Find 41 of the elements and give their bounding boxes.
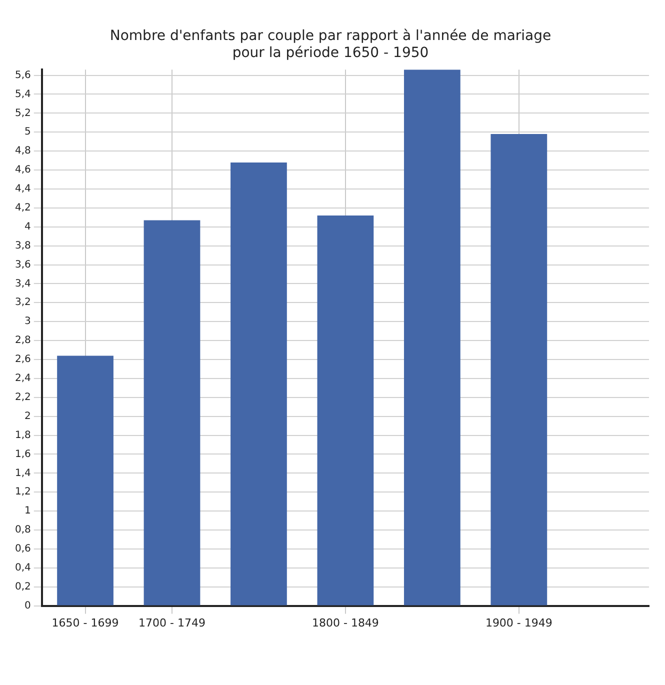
y-tick-label: 1,8 [14,430,31,441]
y-tick-label: 5 [24,126,31,138]
y-tick-label: 0,4 [14,562,31,574]
y-tick-label: 1,2 [14,486,31,498]
y-tick-label: 5,6 [14,70,31,81]
x-tick-label: 1700 - 1749 [138,616,206,630]
y-tick-label: 5,2 [14,108,31,119]
y-tick-label: 0,2 [14,581,31,592]
bar [144,220,200,606]
y-tick-label: 4,8 [14,146,31,157]
y-tick-label: 4,6 [14,164,31,176]
y-tick-label: 2,6 [14,354,31,366]
y-tick-label: 1,6 [14,448,31,460]
y-tick-label: 4,2 [14,202,31,214]
bar [230,162,287,606]
y-tick-label: 4 [24,221,31,232]
bar [317,215,374,606]
y-tick-label: 0,6 [14,544,31,555]
x-tick-label: 1650 - 1699 [52,616,119,630]
bar [57,356,114,606]
y-tick-label: 0,8 [14,524,31,536]
y-tick-label: 2 [24,410,31,422]
y-tick-label: 2,8 [14,335,31,346]
y-tick-label: 3,2 [14,297,31,308]
y-tick-label: 4,4 [14,184,31,195]
y-tick-label: 3 [24,316,31,328]
y-tick-label: 1 [24,506,31,517]
y-tick-label: 0 [24,600,31,612]
chart-title: Nombre d'enfants par couple par rapport à l'année de mariage [110,28,552,44]
bar [404,70,460,606]
y-tick-label: 2,4 [14,373,31,384]
bar [490,134,548,606]
y-tick-label: 3,6 [14,259,31,270]
y-tick-label: 5,4 [14,88,31,100]
chart-subtitle: pour la période 1650 - 1950 [232,44,429,61]
y-tick-label: 3,4 [14,278,31,290]
y-tick-label: 3,8 [14,240,31,252]
x-tick-label: 1800 - 1849 [312,616,379,630]
y-tick-label: 2,2 [14,392,31,403]
x-tick-label: 1900 - 1949 [485,616,552,630]
y-tick-label: 1,4 [14,468,31,479]
